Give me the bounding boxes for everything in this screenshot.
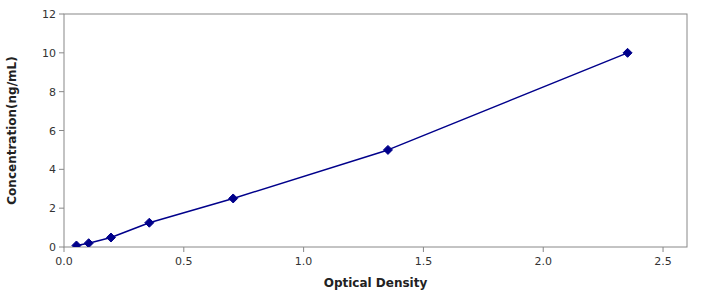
y-tick-label: 8 <box>49 86 56 99</box>
data-line <box>76 53 627 246</box>
y-tick-label: 2 <box>49 202 56 215</box>
data-point <box>383 145 392 154</box>
x-tick <box>64 247 65 252</box>
x-tick <box>663 247 664 252</box>
x-tick-label: 0.5 <box>175 255 193 268</box>
x-tick <box>543 247 544 252</box>
data-point <box>72 241 81 247</box>
x-tick-label: 1.5 <box>415 255 433 268</box>
y-tick-label: 6 <box>49 125 56 138</box>
x-tick <box>183 247 184 252</box>
y-tick <box>59 169 64 170</box>
chart-container: 0.0 0.5 1.0 1.5 2.0 2.5 0 2 4 6 8 10 12 Optical Densi… <box>0 0 705 297</box>
y-tick <box>59 52 64 53</box>
data-point <box>84 239 93 247</box>
y-tick-label: 10 <box>42 47 56 60</box>
y-tick <box>59 247 64 248</box>
x-tick <box>303 247 304 252</box>
data-point <box>229 194 238 203</box>
y-tick <box>59 14 64 15</box>
x-axis-label: Optical Density <box>324 276 428 290</box>
y-tick <box>59 208 64 209</box>
y-tick-label: 0 <box>49 241 56 254</box>
chart: 0.0 0.5 1.0 1.5 2.0 2.5 0 2 4 6 8 10 12 Optical Densi… <box>0 0 705 297</box>
x-tick-label: 2.0 <box>534 255 552 268</box>
data-point <box>145 218 154 227</box>
plot-frame <box>64 14 687 247</box>
y-tick-label: 4 <box>49 163 56 176</box>
plot-area <box>72 48 632 247</box>
y-tick <box>59 130 64 131</box>
y-axis-label: Concentration(ng/mL) <box>5 56 19 204</box>
x-tick-label: 0.0 <box>55 255 73 268</box>
x-tick-label: 2.5 <box>654 255 672 268</box>
data-point <box>106 233 115 242</box>
data-point <box>623 48 632 57</box>
y-tick-label: 12 <box>42 8 56 21</box>
x-tick-label: 1.0 <box>295 255 313 268</box>
x-tick <box>423 247 424 252</box>
y-tick <box>59 91 64 92</box>
